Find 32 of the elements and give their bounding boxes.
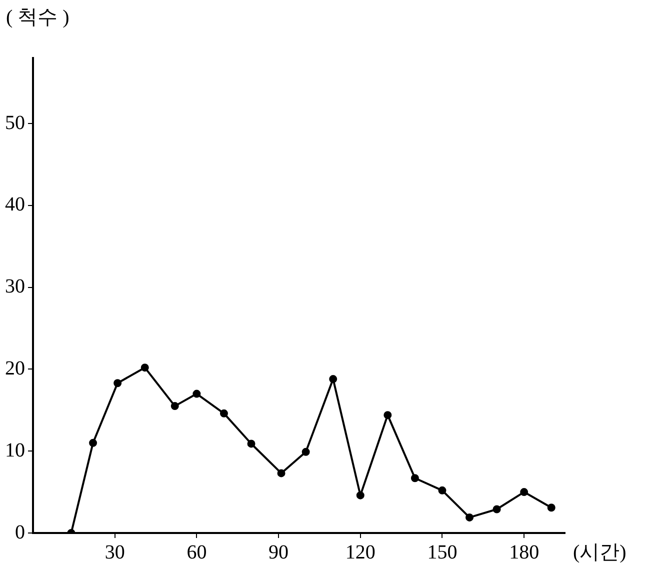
- point: [329, 375, 338, 384]
- x-tick-label: 60: [186, 541, 207, 564]
- point: [192, 390, 201, 398]
- y-tick-label: 40: [5, 194, 25, 216]
- x-tick-label: 180: [509, 541, 540, 564]
- y-tick-label: 30: [5, 276, 25, 298]
- point: [356, 491, 364, 500]
- x-tick-label: 120: [345, 541, 376, 564]
- point: [89, 438, 98, 447]
- point: [247, 440, 256, 448]
- point: [520, 488, 528, 496]
- y-tick-label: 50: [5, 112, 25, 134]
- point: [220, 409, 228, 418]
- y-axis-title: ( 척수 ): [6, 6, 70, 28]
- x-tick-label: 30: [104, 541, 125, 564]
- y-tick-label: 0: [15, 521, 25, 544]
- point: [302, 448, 310, 456]
- point: [170, 402, 179, 410]
- x-tick-label: 150: [427, 541, 458, 564]
- point: [277, 469, 286, 478]
- point: [438, 486, 446, 494]
- x-tick-label: 90: [268, 541, 289, 564]
- point: [114, 379, 122, 388]
- x-axis-title: (시간): [573, 541, 626, 564]
- y-tick-label: 10: [5, 439, 25, 462]
- y-tick-label: 20: [5, 357, 25, 380]
- point: [492, 505, 501, 514]
- point: [384, 411, 392, 420]
- point: [410, 474, 419, 482]
- point: [466, 513, 474, 522]
- point: [547, 504, 556, 512]
- point: [140, 364, 149, 372]
